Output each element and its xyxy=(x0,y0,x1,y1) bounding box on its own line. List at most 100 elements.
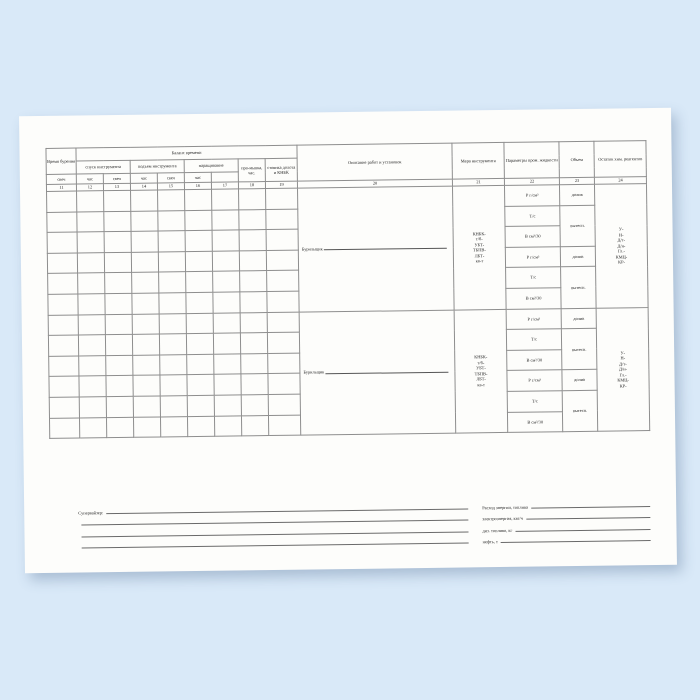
cell-descent-chas[interactable] xyxy=(103,190,131,212)
cell-lifting-chas[interactable] xyxy=(160,395,188,417)
cell-lifting-chas[interactable] xyxy=(158,292,187,314)
cell-time-drilling[interactable] xyxy=(49,396,80,418)
cell-lifting-chas[interactable] xyxy=(157,189,185,211)
cell-fluid-waterloss-3[interactable]: В см³/30 xyxy=(506,349,562,371)
cell-bit-standing[interactable] xyxy=(265,208,299,230)
cell-time-drilling[interactable] xyxy=(46,191,77,213)
cell-lifting-sveh[interactable] xyxy=(130,189,158,211)
cell-volume-dolive-3[interactable]: долив xyxy=(561,307,597,329)
cell-fluid-density-4[interactable]: Р г/см³ xyxy=(506,370,563,392)
cell-time-drilling[interactable] xyxy=(47,252,78,274)
cell-descent-sveh[interactable] xyxy=(79,417,107,439)
cell-buildup-chas[interactable] xyxy=(212,271,240,293)
cell-lifting-sveh[interactable] xyxy=(131,272,159,294)
cell-fluid-waterloss-1[interactable]: В см³/30 xyxy=(505,225,561,248)
cell-buildup-sveh[interactable] xyxy=(184,209,213,231)
cell-flushing[interactable] xyxy=(240,312,268,334)
cell-descent-sveh[interactable] xyxy=(77,273,105,295)
cell-lifting-sveh[interactable] xyxy=(132,375,161,397)
cell-buildup-chas[interactable] xyxy=(212,250,240,272)
cell-time-drilling[interactable] xyxy=(47,273,78,295)
cell-buildup-chas[interactable] xyxy=(211,188,239,210)
cell-buildup-chas[interactable] xyxy=(214,415,242,437)
cell-descent-sveh[interactable] xyxy=(76,190,104,212)
cell-flushing[interactable] xyxy=(239,270,267,292)
cell-fluid-density-2[interactable]: Р г/см³ xyxy=(505,246,561,268)
cell-volume-dolive-2[interactable]: долив xyxy=(560,246,596,268)
cell-fluid-waterloss-2[interactable]: В см³/30 xyxy=(505,287,562,309)
cell-descent-sveh[interactable] xyxy=(78,334,106,356)
cell-buildup-chas[interactable] xyxy=(211,209,240,231)
cell-descent-chas[interactable] xyxy=(104,293,133,315)
cell-volume-dolive-4[interactable]: долив xyxy=(561,369,598,391)
cell-descent-chas[interactable] xyxy=(104,252,132,274)
cell-bit-standing[interactable] xyxy=(265,188,298,210)
cell-time-drilling[interactable] xyxy=(47,294,79,315)
cell-flushing[interactable] xyxy=(241,415,269,437)
cell-descent-sveh[interactable] xyxy=(76,211,105,233)
cell-lifting-chas[interactable] xyxy=(158,271,186,293)
cell-descent-chas[interactable] xyxy=(105,355,133,377)
cell-bit-standing[interactable] xyxy=(267,373,301,395)
cell-works-description-block-1[interactable]: Бурильщик xyxy=(297,186,455,312)
cell-flushing[interactable] xyxy=(240,373,269,395)
cell-flushing[interactable] xyxy=(239,250,267,272)
oil-rule[interactable] xyxy=(500,539,651,544)
cell-buildup-chas[interactable] xyxy=(213,333,241,355)
cell-buildup-chas[interactable] xyxy=(213,353,241,375)
cell-time-drilling[interactable] xyxy=(48,355,79,377)
cell-volume-vytesn-1[interactable]: вытесн. xyxy=(559,204,596,247)
cell-lifting-chas[interactable] xyxy=(159,333,187,355)
energy-title-rule[interactable] xyxy=(530,504,651,509)
cell-flushing[interactable] xyxy=(240,332,268,354)
cell-buildup-sveh[interactable] xyxy=(186,374,215,396)
cell-descent-chas[interactable] xyxy=(105,375,134,397)
cell-fluid-temp-1[interactable]: Т/с xyxy=(504,205,561,227)
cell-lifting-chas[interactable] xyxy=(159,374,188,396)
cell-lifting-chas[interactable] xyxy=(159,313,187,335)
cell-fluid-density-3[interactable]: Р г/см³ xyxy=(506,308,562,330)
cell-flushing[interactable] xyxy=(238,209,267,231)
cell-flushing[interactable] xyxy=(239,291,268,313)
cell-lifting-sveh[interactable] xyxy=(132,354,160,376)
driller-signature-block-1[interactable]: Бурильщик xyxy=(299,244,453,253)
cell-lifting-sveh[interactable] xyxy=(131,251,159,273)
cell-descent-sveh[interactable] xyxy=(78,314,106,336)
cell-fluid-temp-4[interactable]: Т/с xyxy=(507,390,563,412)
cell-works-description-block-2[interactable]: Бурильщик xyxy=(299,309,456,436)
cell-buildup-sveh[interactable] xyxy=(185,230,213,252)
cell-buildup-chas[interactable] xyxy=(212,230,240,252)
cell-lifting-chas[interactable] xyxy=(157,210,186,232)
cell-descent-chas[interactable] xyxy=(104,272,132,294)
cell-fluid-density-1[interactable]: Р г/см³ xyxy=(504,184,560,207)
cell-buildup-sveh[interactable] xyxy=(185,292,214,314)
cell-buildup-sveh[interactable] xyxy=(187,415,215,437)
cell-buildup-chas[interactable] xyxy=(213,312,241,334)
cell-fluid-waterloss-4[interactable]: В см³/30 xyxy=(507,411,563,433)
cell-descent-sveh[interactable] xyxy=(77,293,106,315)
cell-descent-chas[interactable] xyxy=(106,416,134,438)
cell-bit-standing[interactable] xyxy=(266,229,299,251)
cell-descent-chas[interactable] xyxy=(106,396,134,418)
cell-time-drilling[interactable] xyxy=(47,232,78,254)
cell-lifting-chas[interactable] xyxy=(159,354,187,376)
cell-time-drilling[interactable] xyxy=(46,211,78,233)
cell-time-drilling[interactable] xyxy=(48,376,80,398)
cell-buildup-chas[interactable] xyxy=(213,374,242,396)
driller-signature-block-2[interactable]: Бурильщик xyxy=(300,368,454,377)
cell-descent-sveh[interactable] xyxy=(78,376,107,397)
cell-buildup-sveh[interactable] xyxy=(186,312,214,334)
cell-time-drilling[interactable] xyxy=(48,335,79,357)
cell-bit-standing[interactable] xyxy=(266,270,299,292)
cell-lifting-sveh[interactable] xyxy=(132,313,160,335)
cell-volume-vytesn-3[interactable]: вытесн. xyxy=(561,328,597,371)
cell-fluid-temp-3[interactable]: Т/с xyxy=(506,328,562,351)
cell-descent-sveh[interactable] xyxy=(79,396,107,418)
cell-buildup-chas[interactable] xyxy=(212,291,241,313)
cell-buildup-sveh[interactable] xyxy=(185,271,213,293)
cell-bit-standing[interactable] xyxy=(268,394,301,416)
cell-buildup-sveh[interactable] xyxy=(186,333,214,355)
cell-tool-measure-block-2[interactable]: КНБК- т/б- УБТ- ТБПВ- ЛБТ- кв-т xyxy=(454,308,508,434)
cell-lifting-chas[interactable] xyxy=(160,416,188,438)
cell-lifting-sveh[interactable] xyxy=(131,292,160,314)
